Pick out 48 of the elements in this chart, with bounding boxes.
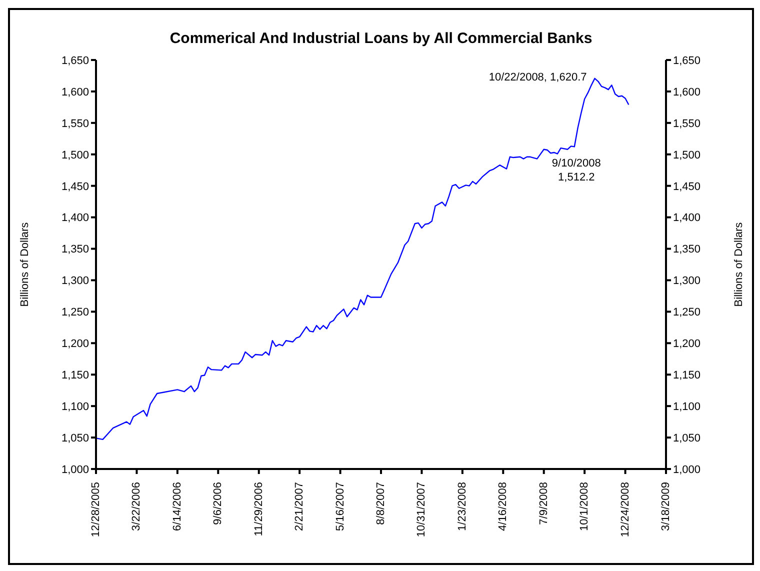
y2-tick-label: 1,450 xyxy=(673,180,701,193)
y2-tick-label: 1,150 xyxy=(673,370,701,382)
y-tick-label: 1,050 xyxy=(61,432,89,444)
y2-tick-label: 1,100 xyxy=(673,400,701,413)
y2-tick-label: 1,200 xyxy=(673,338,701,350)
x-tick-label: 8/8/2007 xyxy=(375,482,387,525)
chart-title: Commerical And Industrial Loans by All Commercial Banks xyxy=(168,29,594,49)
annotation: 9/10/2008 1,512.2 xyxy=(552,158,601,184)
y2-tick-label: 1,350 xyxy=(673,244,701,256)
x-tick-label: 12/28/2005 xyxy=(90,482,102,538)
y-tick-label: 1,000 xyxy=(61,464,89,476)
y-tick-label: 1,500 xyxy=(61,149,89,162)
x-tick-label: 11/29/2006 xyxy=(252,482,265,536)
y2-tick-label: 1,500 xyxy=(673,149,701,162)
x-tick-label: 10/1/2008 xyxy=(578,482,591,531)
y-tick-label: 1,200 xyxy=(61,338,89,350)
x-tick-label: 7/9/2008 xyxy=(538,482,550,525)
y-tick-label: 1,350 xyxy=(61,244,89,256)
y2-tick-label: 1,550 xyxy=(673,118,701,130)
x-tick-label: 12/24/2008 xyxy=(619,482,632,538)
y-tick-label: 1,450 xyxy=(61,180,89,193)
y2-tick-label: 1,600 xyxy=(673,86,701,98)
x-tick-label: 6/14/2006 xyxy=(171,482,184,531)
x-tick-label: 2/21/2007 xyxy=(294,482,306,531)
x-tick-label: 9/6/2006 xyxy=(212,482,224,525)
y2-tick-label: 1,250 xyxy=(673,306,701,319)
x-tick-label: 5/16/2007 xyxy=(334,482,346,531)
y-tick-label: 1,600 xyxy=(61,86,89,98)
y2-tick-label: 1,300 xyxy=(673,275,701,288)
x-tick-label: 3/18/2009 xyxy=(660,482,672,531)
y2-tick-label: 1,400 xyxy=(673,212,701,224)
y2-axis-title: Billions of Dollars xyxy=(732,222,745,307)
x-tick-label: 4/16/2008 xyxy=(497,482,510,531)
y2-tick-label: 1,650 xyxy=(673,54,701,67)
y-tick-label: 1,550 xyxy=(61,118,89,130)
y-tick-label: 1,150 xyxy=(61,370,89,382)
y-tick-label: 1,100 xyxy=(61,400,89,413)
y-tick-label: 1,300 xyxy=(61,275,89,288)
y-tick-label: 1,400 xyxy=(61,212,89,224)
y-axis-title: Billions of Dollars xyxy=(18,222,31,307)
y-tick-label: 1,250 xyxy=(61,306,89,319)
y2-tick-label: 1,000 xyxy=(673,464,701,476)
y-tick-label: 1,650 xyxy=(61,54,89,67)
annotation: 10/22/2008, 1,620.7 xyxy=(488,71,587,84)
y2-tick-label: 1,050 xyxy=(673,432,701,444)
x-tick-label: 1/23/2008 xyxy=(456,482,468,531)
x-tick-label: 10/31/2007 xyxy=(416,482,428,538)
x-tick-label: 3/22/2006 xyxy=(130,482,143,531)
